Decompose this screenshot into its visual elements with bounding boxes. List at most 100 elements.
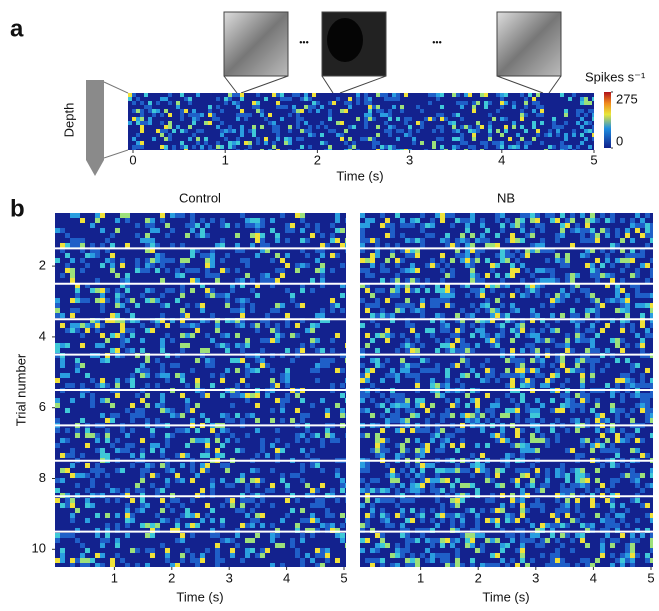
heatmap-cell [420, 298, 425, 303]
heatmap-cell [328, 109, 332, 113]
heatmap-cell [396, 137, 400, 141]
heatmap-cell [255, 478, 260, 483]
heatmap-cell [65, 373, 70, 378]
heatmap-cell [410, 468, 415, 473]
heatmap-cell [445, 433, 450, 438]
heatmap-cell [130, 463, 135, 468]
heatmap-cell [160, 398, 165, 403]
heatmap-cell [570, 228, 575, 233]
heatmap-cell [95, 448, 100, 453]
heatmap-cell [230, 288, 235, 293]
heatmap-cell [80, 238, 85, 243]
heatmap-cell [276, 101, 280, 105]
heatmap-cell [520, 363, 525, 368]
heatmap-cell [385, 498, 390, 503]
heatmap-cell [160, 508, 165, 513]
heatmap-cell [640, 403, 645, 408]
heatmap-cell [425, 448, 430, 453]
heatmap-cell [125, 508, 130, 513]
heatmap-cell [90, 378, 95, 383]
heatmap-cell [170, 338, 175, 343]
heatmap-cell [200, 453, 205, 458]
heatmap-cell [645, 223, 650, 228]
heatmap-cell [80, 363, 85, 368]
heatmap-cell [650, 418, 653, 423]
heatmap-cell [225, 418, 230, 423]
heatmap-cell [145, 468, 150, 473]
heatmap-cell [430, 403, 435, 408]
heatmap-cell [590, 348, 595, 353]
heatmap-cell [530, 348, 535, 353]
heatmap-cell [172, 145, 176, 149]
heatmap-cell [576, 109, 580, 113]
heatmap-cell [505, 518, 510, 523]
heatmap-cell [625, 228, 630, 233]
heatmap-cell [228, 97, 232, 101]
heatmap-cell [615, 383, 620, 388]
heatmap-cell [520, 558, 525, 563]
heatmap-cell [230, 503, 235, 508]
heatmap-cell [165, 378, 170, 383]
heatmap-cell [110, 488, 115, 493]
heatmap-cell [375, 403, 380, 408]
heatmap-cell [595, 488, 600, 493]
heatmap-cell [215, 293, 220, 298]
heatmap-cell [405, 528, 410, 533]
heatmap-cell [430, 318, 435, 323]
heatmap-cell [360, 213, 365, 218]
heatmap-cell [368, 97, 372, 101]
heatmap-cell [525, 268, 530, 273]
heatmap-cell [570, 448, 575, 453]
heatmap-cell [550, 248, 555, 253]
heatmap-cell [125, 448, 130, 453]
heatmap-cell [635, 478, 640, 483]
heatmap-cell [170, 243, 175, 248]
heatmap-cell [220, 443, 225, 448]
heatmap-cell [175, 538, 180, 543]
heatmap-cell [310, 448, 315, 453]
heatmap-cell [340, 121, 344, 125]
heatmap-cell [228, 129, 232, 133]
heatmap-cell [220, 463, 225, 468]
heatmap-cell [70, 563, 75, 567]
heatmap-cell [332, 129, 336, 133]
heatmap-cell [500, 105, 504, 109]
heatmap-cell [410, 343, 415, 348]
heatmap-cell [75, 213, 80, 218]
heatmap-cell [510, 233, 515, 238]
heatmap-cell [270, 563, 275, 567]
heatmap-cell [90, 318, 95, 323]
heatmap-cell [300, 109, 304, 113]
heatmap-cell [270, 533, 275, 538]
heatmap-cell [185, 428, 190, 433]
panel-label: b [10, 195, 25, 222]
heatmap-cell [640, 348, 645, 353]
heatmap-cell [315, 378, 320, 383]
heatmap-cell [640, 233, 645, 238]
heatmap-cell [168, 113, 172, 117]
heatmap-cell [450, 363, 455, 368]
heatmap-cell [300, 538, 305, 543]
heatmap-cell [145, 358, 150, 363]
heatmap-cell [360, 137, 364, 141]
heatmap-cell [450, 403, 455, 408]
heatmap-cell [140, 498, 145, 503]
heatmap-cell [130, 333, 135, 338]
heatmap-cell [472, 129, 476, 133]
heatmap-cell [152, 137, 156, 141]
heatmap-cell [500, 468, 505, 473]
heatmap-cell [585, 248, 590, 253]
heatmap-cell [80, 473, 85, 478]
heatmap-cell [196, 113, 200, 117]
heatmap-cell [425, 278, 430, 283]
heatmap-cell [470, 278, 475, 283]
heatmap-cell [530, 558, 535, 563]
heatmap-cell [395, 408, 400, 413]
heatmap-cell [345, 518, 346, 523]
heatmap-cell [625, 548, 630, 553]
heatmap-cell [365, 273, 370, 278]
heatmap-cell [425, 528, 430, 533]
heatmap-cell [336, 97, 340, 101]
heatmap-cell [136, 145, 140, 149]
heatmap-cell [576, 121, 580, 125]
